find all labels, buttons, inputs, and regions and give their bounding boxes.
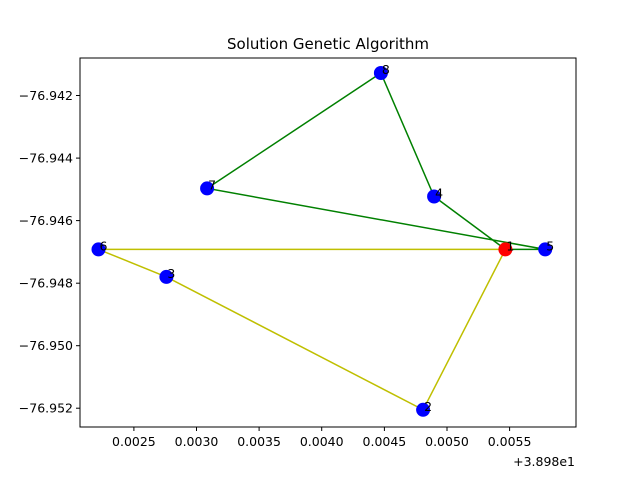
city-point-6	[91, 242, 106, 257]
city-point-7	[200, 181, 215, 196]
city-point-2	[416, 402, 431, 417]
x-tick-label: 0.0055	[488, 434, 532, 449]
y-tick-label: −76.942	[19, 88, 73, 103]
city-point-1	[498, 242, 513, 257]
x-tick-label: 0.0035	[237, 434, 281, 449]
city-label-7: 7	[208, 177, 216, 192]
route-line-2	[205, 71, 546, 251]
route-line-1	[98, 248, 507, 411]
x-axis-ticks: 0.0025 0.0030 0.0035 0.0040 0.0045 0.0050 0.00…	[112, 427, 531, 449]
x-tick-label: 0.0030	[175, 434, 219, 449]
y-tick-label: −76.950	[19, 338, 73, 353]
x-tick-label: 0.0050	[425, 434, 469, 449]
plot-area-frame	[79, 57, 577, 428]
city-label-8: 8	[382, 62, 390, 77]
x-tick-label: 0.0025	[112, 434, 156, 449]
route-lines	[98, 71, 546, 411]
y-tick-label: −76.946	[19, 213, 73, 228]
city-point-4	[427, 189, 442, 204]
y-tick-label: −76.948	[19, 276, 73, 291]
city-label-3: 3	[167, 266, 175, 281]
city-point-3	[159, 269, 174, 284]
y-axis-ticks: −76.952 −76.950 −76.948 −76.946 −76.944 −76.9…	[19, 88, 80, 416]
y-tick-label: −76.944	[19, 151, 73, 166]
city-labels: 1 2 3 4 5 6 7 8	[100, 62, 555, 414]
chart-title: Solution Genetic Algorithm	[227, 35, 429, 53]
city-point-8	[373, 66, 388, 80]
city-label-6: 6	[100, 238, 108, 253]
city-label-2: 2	[424, 399, 432, 414]
x-tick-label: 0.0045	[363, 434, 407, 449]
city-points	[91, 66, 553, 417]
city-label-5: 5	[546, 238, 554, 253]
city-label-1: 1	[506, 238, 514, 253]
x-tick-label: 0.0040	[300, 434, 344, 449]
y-tick-label: −76.952	[19, 401, 73, 416]
x-axis-offset-label: +3.898e1	[513, 454, 575, 469]
city-point-5	[538, 242, 553, 257]
city-label-4: 4	[435, 186, 443, 201]
